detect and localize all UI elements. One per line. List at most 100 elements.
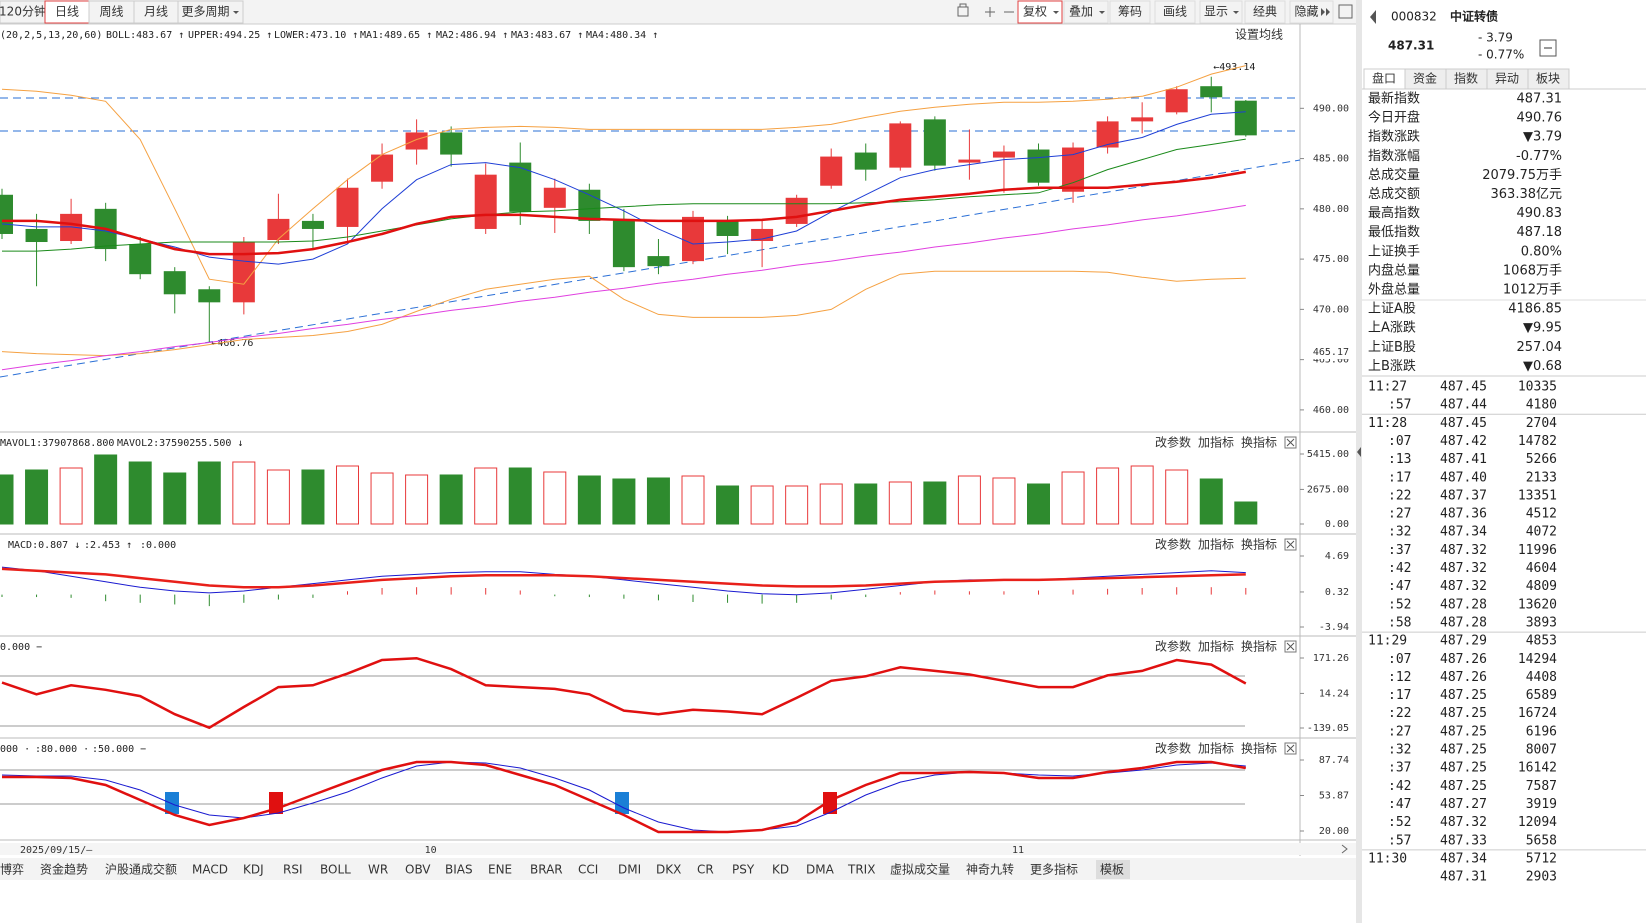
trade-volume: 5658 xyxy=(1526,833,1557,848)
volume-bar xyxy=(577,475,601,525)
indicator-tab[interactable]: WR xyxy=(368,863,388,877)
line-series xyxy=(1,270,1246,357)
quote-change-pct: - 0.77% xyxy=(1478,48,1524,62)
panel-button[interactable]: 加指标 xyxy=(1198,741,1234,756)
volume-bar xyxy=(785,485,809,525)
tool-button[interactable] xyxy=(1289,0,1334,24)
side-tab[interactable] xyxy=(1527,68,1570,90)
period-label: 日线 xyxy=(55,5,79,19)
panel-button[interactable]: 改参数 xyxy=(1155,741,1191,756)
quote-row-value: 487.31 xyxy=(1517,92,1563,107)
trade-price: 487.28 xyxy=(1440,597,1487,612)
indicator-tab[interactable]: CR xyxy=(697,863,714,877)
legend-item: 000 · xyxy=(0,744,30,755)
tool-button[interactable] xyxy=(1063,0,1109,24)
indicator-tab[interactable]: BRAR xyxy=(530,863,563,877)
candle-body xyxy=(1096,121,1119,148)
indicator-tab[interactable]: MACD xyxy=(192,863,228,877)
quote-row-label: 今日开盘 xyxy=(1368,110,1420,126)
divider[interactable] xyxy=(1356,0,1362,923)
volume-bar xyxy=(543,471,567,525)
trade-volume: 11996 xyxy=(1518,543,1557,558)
collapse-arrow[interactable] xyxy=(1357,447,1361,457)
period-button[interactable] xyxy=(177,0,244,24)
trade-volume: 14782 xyxy=(1518,434,1557,449)
trade-price: 487.44 xyxy=(1440,398,1487,413)
tool-label: 叠加 xyxy=(1069,5,1093,19)
indicator-tab[interactable]: 更多指标 xyxy=(1030,862,1078,877)
quote-row-value: ▼3.79 xyxy=(1523,130,1562,145)
indicator-tab[interactable]: BIAS xyxy=(445,863,473,877)
panel-button[interactable]: 加指标 xyxy=(1198,639,1234,654)
y-tick-label: 14.24 xyxy=(1319,688,1349,699)
scroll-arrow[interactable] xyxy=(1341,844,1348,854)
tool-button[interactable] xyxy=(1154,0,1196,24)
candle-body xyxy=(405,132,428,150)
legend-item: :80.000 · xyxy=(35,744,89,755)
legend-item: MA2:486.94 ↑ xyxy=(436,30,508,41)
legend-item: LOWER:473.10 ↑ xyxy=(274,30,358,41)
indicator-tab[interactable]: KDJ xyxy=(243,863,264,877)
settings-label[interactable]: 设置均线 xyxy=(1235,28,1283,42)
indicator-tab[interactable]: 神奇九转 xyxy=(966,862,1014,877)
trade-price: 487.33 xyxy=(1440,833,1487,848)
indicator-tab[interactable]: 博弈 xyxy=(0,862,24,877)
quote-row-label: 外盘总量 xyxy=(1368,282,1420,298)
candle-body xyxy=(923,119,946,166)
indicator-tab[interactable]: 资金趋势 xyxy=(40,862,88,877)
indicator-tab[interactable]: 沪股通成交额 xyxy=(105,862,177,877)
legend-item: MACD:0.807 ↓ xyxy=(8,540,80,551)
quote-code: 000832 xyxy=(1391,10,1437,24)
legend-item: :0.000 xyxy=(140,540,176,551)
panel-button[interactable]: 换指标 xyxy=(1241,741,1277,756)
period-label: 周线 xyxy=(99,5,123,19)
indicator-tab[interactable]: CCI xyxy=(578,863,598,877)
panel-button[interactable]: 加指标 xyxy=(1198,435,1234,450)
x-tick-label: 10 xyxy=(425,845,437,856)
panel-button[interactable]: 改参数 xyxy=(1155,639,1191,654)
trade-time: :32 xyxy=(1388,743,1411,758)
y-tick-label: -139.05 xyxy=(1307,723,1349,734)
indicator-tab[interactable]: 模板 xyxy=(1100,863,1124,877)
quote-row-value: ▼9.95 xyxy=(1523,321,1562,336)
panel-button[interactable]: 换指标 xyxy=(1241,537,1277,552)
tool-button[interactable] xyxy=(1199,0,1243,24)
volume-bar xyxy=(0,474,14,525)
toolbar-icons[interactable] xyxy=(957,3,1353,19)
tool-button[interactable] xyxy=(1109,0,1151,24)
indicator-tab[interactable]: 虚拟成交量 xyxy=(890,862,950,877)
quote-row-value: -0.77% xyxy=(1516,149,1562,164)
tool-button[interactable] xyxy=(1244,0,1286,24)
indicator-tab[interactable]: DKX xyxy=(656,863,681,877)
trade-price: 487.25 xyxy=(1440,706,1487,721)
indicator-tab[interactable]: DMA xyxy=(806,863,835,877)
indicator-tab[interactable]: KD xyxy=(772,863,789,877)
trade-time: :27 xyxy=(1388,507,1411,522)
candle-body xyxy=(509,162,532,212)
indicator-tab[interactable]: ENE xyxy=(488,863,512,877)
indicator-tab[interactable]: DMI xyxy=(618,863,641,877)
trade-price: 487.25 xyxy=(1440,724,1487,739)
panel-button[interactable]: 换指标 xyxy=(1241,639,1277,654)
indicator-tab[interactable]: PSY xyxy=(732,863,755,877)
legend-item: MA1:489.65 ↑ xyxy=(360,30,432,41)
indicator-tab[interactable]: RSI xyxy=(283,863,303,877)
y-tick-label: 480.00 xyxy=(1313,204,1349,215)
indicator-tab[interactable]: BOLL xyxy=(320,863,351,877)
panel-button[interactable]: 改参数 xyxy=(1155,537,1191,552)
trade-price: 487.36 xyxy=(1440,507,1487,522)
volume-bar xyxy=(646,477,670,525)
prev-arrow[interactable] xyxy=(1370,10,1376,24)
scrollbar[interactable] xyxy=(0,843,1356,855)
panel-button[interactable]: 换指标 xyxy=(1241,435,1277,450)
tool-button[interactable] xyxy=(1017,0,1063,24)
trade-volume: 4853 xyxy=(1526,634,1557,649)
max-label: ←493.14 xyxy=(1213,62,1255,73)
trade-volume: 2704 xyxy=(1526,416,1557,431)
trade-price: 487.37 xyxy=(1440,488,1487,503)
panel-button[interactable]: 改参数 xyxy=(1155,435,1191,450)
indicator-tab[interactable]: TRIX xyxy=(847,863,875,877)
trade-volume: 8007 xyxy=(1526,743,1557,758)
indicator-tab[interactable]: OBV xyxy=(405,863,431,877)
panel-button[interactable]: 加指标 xyxy=(1198,537,1234,552)
